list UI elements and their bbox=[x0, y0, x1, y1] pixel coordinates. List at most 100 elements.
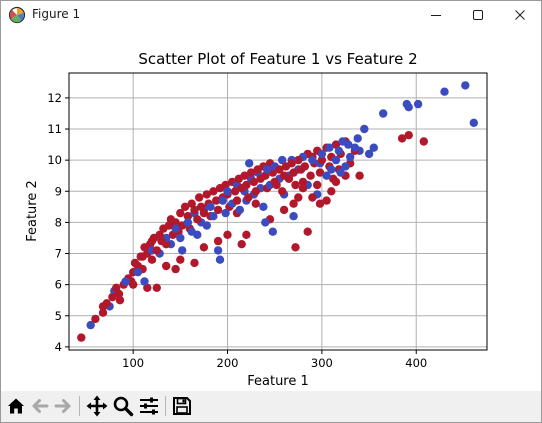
data-point-blue bbox=[176, 233, 185, 243]
y-tick-label: 12 bbox=[47, 91, 62, 105]
data-point-blue bbox=[268, 227, 277, 236]
home-button[interactable] bbox=[4, 394, 28, 418]
data-point-red bbox=[306, 171, 315, 180]
data-point-red bbox=[112, 283, 121, 292]
y-axis-label: Feature 2 bbox=[25, 180, 40, 242]
data-point-red bbox=[209, 187, 218, 196]
y-tick-label: 10 bbox=[47, 153, 62, 167]
back-button[interactable] bbox=[28, 394, 52, 418]
data-point-red bbox=[199, 243, 209, 252]
data-point-red bbox=[270, 177, 279, 187]
data-point-red bbox=[91, 314, 100, 324]
data-point-red bbox=[322, 196, 331, 205]
zoom-magnifier-icon bbox=[113, 396, 134, 417]
data-point-red bbox=[140, 243, 149, 252]
data-point-blue bbox=[261, 218, 270, 227]
close-button[interactable] bbox=[497, 1, 542, 29]
data-point-red bbox=[313, 180, 322, 190]
data-point-red bbox=[404, 131, 413, 140]
data-point-blue bbox=[461, 81, 470, 90]
data-point-blue bbox=[289, 212, 298, 221]
x-tick-label: 400 bbox=[405, 356, 427, 370]
data-point-blue bbox=[331, 155, 341, 165]
data-point-red bbox=[397, 134, 407, 143]
x-tick-label: 100 bbox=[122, 356, 144, 370]
data-point-red bbox=[246, 168, 256, 177]
data-point-red bbox=[115, 296, 125, 305]
data-point-blue bbox=[322, 171, 331, 180]
minimize-button[interactable] bbox=[413, 1, 459, 29]
data-point-red bbox=[281, 162, 291, 171]
window-title: Figure 1 bbox=[32, 7, 81, 21]
figure-canvas[interactable]: Scatter Plot of Feature 1 vs Feature 2 1… bbox=[1, 29, 541, 391]
title-bar[interactable]: Figure 1 bbox=[1, 1, 541, 29]
data-point-red bbox=[157, 236, 166, 246]
data-point-blue bbox=[86, 320, 95, 330]
data-point-blue bbox=[121, 277, 130, 286]
data-point-red bbox=[419, 137, 428, 146]
data-point-red bbox=[108, 292, 117, 302]
configure-subplots-button[interactable] bbox=[137, 394, 161, 418]
data-point-red bbox=[234, 174, 243, 183]
data-point-blue bbox=[327, 165, 336, 174]
data-point-red bbox=[315, 168, 325, 177]
data-point-blue bbox=[341, 162, 350, 171]
plot-frame bbox=[68, 72, 488, 351]
back-arrow-icon bbox=[32, 399, 49, 413]
data-point-red bbox=[242, 230, 251, 239]
data-point-blue bbox=[334, 146, 344, 155]
data-point-blue bbox=[317, 149, 327, 159]
data-point-blue bbox=[235, 205, 244, 215]
data-point-blue bbox=[178, 246, 187, 255]
data-point-red bbox=[162, 261, 171, 271]
data-point-red bbox=[176, 208, 185, 218]
data-point-red bbox=[176, 255, 185, 264]
data-point-red bbox=[152, 246, 161, 255]
pan-button[interactable] bbox=[85, 394, 109, 418]
data-point-red bbox=[180, 202, 190, 211]
data-point-red bbox=[230, 187, 240, 196]
data-point-red bbox=[251, 199, 260, 208]
data-point-red bbox=[195, 193, 204, 202]
data-point-blue bbox=[336, 168, 345, 177]
data-point-red bbox=[213, 205, 223, 215]
save-button[interactable] bbox=[170, 394, 194, 418]
data-point-red bbox=[183, 212, 193, 221]
data-point-red bbox=[213, 236, 223, 246]
data-point-red bbox=[98, 308, 108, 317]
axis-ticks: 100 200 300 400 4 5 6 7 8 9 10 11 12 bbox=[47, 91, 427, 370]
data-point-blue bbox=[364, 149, 374, 159]
data-point-red bbox=[253, 165, 262, 174]
forward-button[interactable] bbox=[51, 394, 75, 418]
x-tick-label: 200 bbox=[217, 356, 239, 370]
data-point-red bbox=[298, 177, 308, 187]
matplotlib-figure-icon bbox=[8, 6, 26, 24]
y-tick-label: 7 bbox=[55, 247, 62, 261]
data-point-red bbox=[196, 202, 206, 211]
data-point-red bbox=[244, 193, 253, 202]
data-point-blue bbox=[213, 246, 223, 255]
y-tick-label: 5 bbox=[55, 309, 62, 323]
data-point-blue bbox=[171, 224, 180, 233]
data-point-blue bbox=[223, 187, 232, 196]
data-point-red bbox=[232, 196, 242, 205]
data-point-blue bbox=[413, 99, 423, 109]
maximize-button[interactable] bbox=[455, 1, 501, 29]
y-tick-label: 11 bbox=[47, 122, 62, 136]
data-point-red bbox=[279, 205, 289, 215]
pan-move-icon bbox=[86, 395, 108, 417]
data-point-blue bbox=[308, 155, 317, 165]
forward-arrow-icon bbox=[54, 399, 71, 413]
data-point-blue bbox=[278, 155, 287, 165]
data-point-red bbox=[143, 283, 152, 292]
close-icon bbox=[515, 10, 525, 20]
minimize-icon bbox=[431, 15, 441, 16]
data-point-blue bbox=[206, 202, 215, 211]
data-point-blue bbox=[360, 124, 369, 134]
data-point-blue bbox=[187, 227, 196, 236]
zoom-button[interactable] bbox=[111, 394, 135, 418]
y-tick-label: 9 bbox=[55, 184, 62, 198]
data-point-blue bbox=[440, 87, 449, 96]
data-point-blue bbox=[402, 99, 411, 109]
